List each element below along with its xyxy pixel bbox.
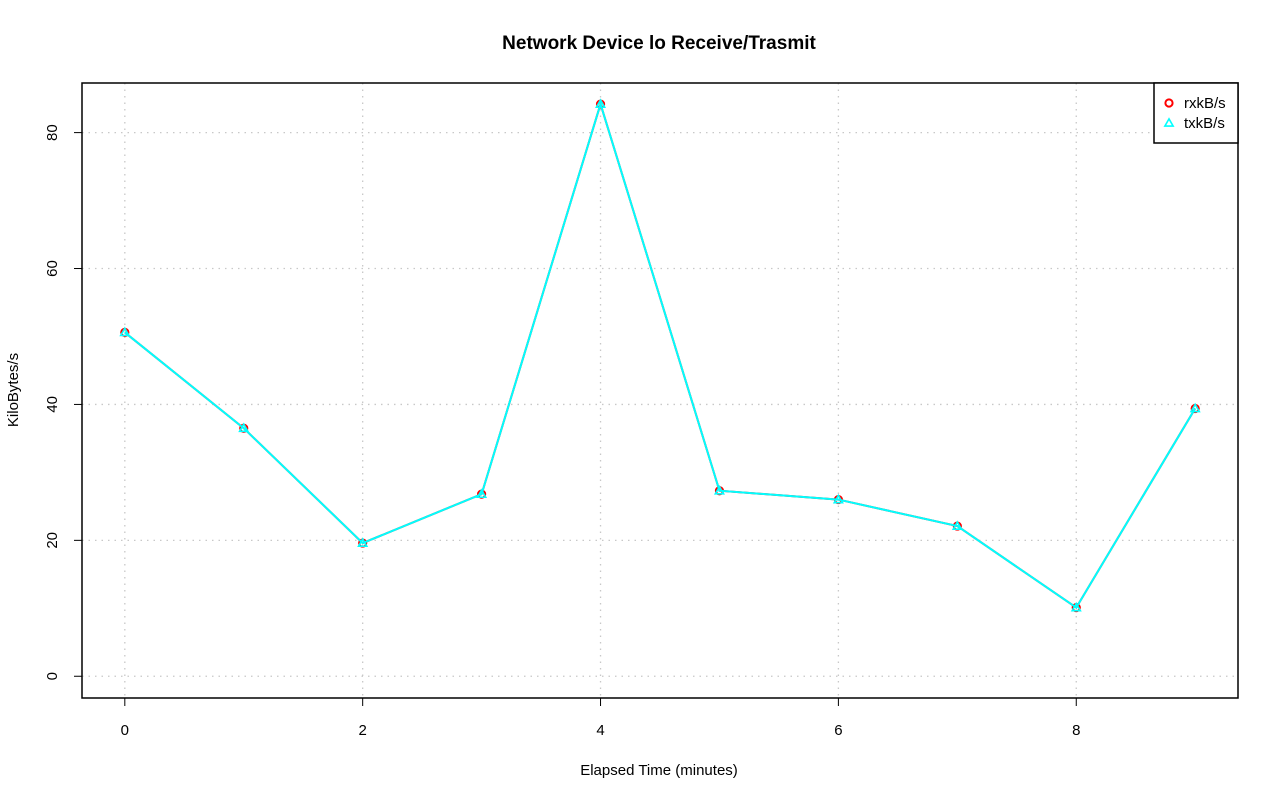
- y-axis-label: KiloBytes/s: [5, 353, 22, 427]
- y-tick-label: 20: [44, 532, 61, 549]
- data-point: [1070, 601, 1082, 612]
- y-tick-label: 80: [44, 124, 61, 141]
- data-point: [1189, 402, 1201, 413]
- series-1: [119, 98, 1201, 612]
- legend-label: txkB/s: [1184, 115, 1225, 132]
- y-tick-label: 60: [44, 260, 61, 277]
- y-axis: 0 20 40 60 80: [44, 124, 83, 680]
- legend-box: [1153, 82, 1239, 144]
- legend-marker: [1164, 98, 1174, 108]
- legend-label: rxkB/s: [1184, 95, 1226, 112]
- data-point: [238, 422, 250, 433]
- data-point: [595, 98, 607, 108]
- plot-frame: [81, 82, 1239, 699]
- grid-lines: [82, 83, 1238, 698]
- series-line: [124, 100, 1197, 610]
- x-tick-label: 2: [359, 722, 367, 739]
- legend-marker: [1163, 117, 1175, 127]
- series-0: [120, 99, 1200, 613]
- x-axis-label: Elapsed Time (minutes): [580, 762, 738, 779]
- chart-title: Network Device lo Receive/Trasmit: [502, 33, 816, 54]
- x-axis: 0 2 4 6 8: [121, 697, 1080, 739]
- x-tick-label: 6: [834, 722, 842, 739]
- y-tick-label: 0: [44, 672, 61, 680]
- x-tick-label: 8: [1072, 722, 1080, 739]
- legend: rxkB/s txkB/s: [1153, 82, 1239, 144]
- series-layer: [119, 98, 1201, 613]
- series-line: [124, 100, 1197, 610]
- data-point: [119, 326, 131, 337]
- x-tick-label: 0: [121, 722, 129, 739]
- x-tick-label: 4: [596, 722, 604, 739]
- y-tick-label: 40: [44, 396, 61, 413]
- data-point: [713, 484, 725, 495]
- data-point: [357, 537, 369, 547]
- data-point: [476, 488, 488, 499]
- data-point: [951, 520, 963, 530]
- data-point: [832, 493, 844, 504]
